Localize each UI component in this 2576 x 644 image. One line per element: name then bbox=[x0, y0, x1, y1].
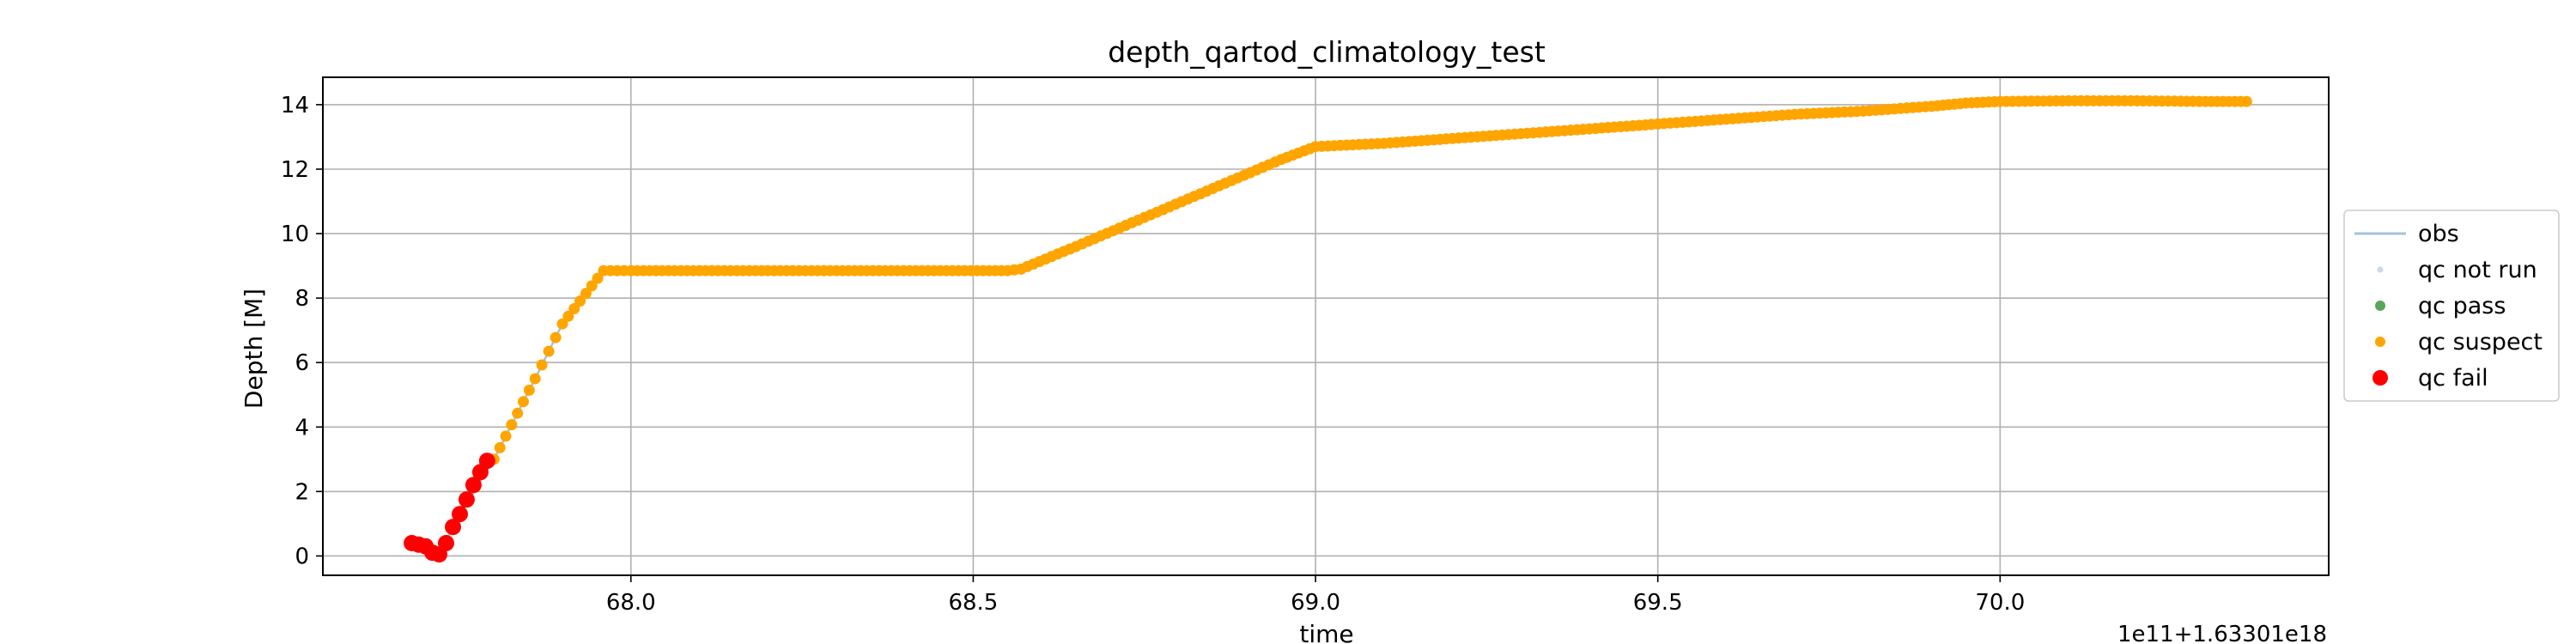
data-point bbox=[586, 280, 598, 292]
x-axis-label: time bbox=[1299, 620, 1353, 644]
legend-item: obs bbox=[2354, 221, 2459, 247]
y-tick-label: 6 bbox=[295, 350, 309, 376]
grid-layer bbox=[323, 77, 2329, 575]
data-point bbox=[543, 345, 555, 357]
data-point bbox=[445, 519, 461, 536]
data-point bbox=[568, 303, 580, 314]
x-axis-offset-label: 1e11+1.63301e18 bbox=[2117, 622, 2327, 644]
data-point bbox=[518, 396, 529, 408]
data-point bbox=[580, 288, 592, 300]
data-point bbox=[500, 430, 512, 442]
data-point bbox=[592, 272, 604, 284]
legend-label: qc pass bbox=[2418, 293, 2506, 319]
x-tick-label: 70.0 bbox=[1975, 590, 2025, 616]
series-qc-fail bbox=[404, 453, 495, 563]
legend-item: qc pass bbox=[2375, 293, 2506, 319]
legend-item: qc not run bbox=[2377, 257, 2537, 283]
y-tick-label: 2 bbox=[295, 479, 309, 505]
legend-label: obs bbox=[2418, 221, 2459, 247]
legend-item: qc suspect bbox=[2375, 329, 2543, 355]
x-tick-label: 68.5 bbox=[948, 590, 998, 616]
x-tick-label: 68.0 bbox=[606, 590, 656, 616]
plot-frame bbox=[322, 76, 2330, 576]
data-point bbox=[494, 441, 506, 453]
data-point bbox=[574, 295, 586, 307]
y-tick-label: 10 bbox=[281, 222, 309, 247]
data-point bbox=[512, 407, 524, 419]
data-point bbox=[536, 359, 548, 371]
legend-label: qc not run bbox=[2418, 257, 2537, 283]
data-point bbox=[2240, 95, 2252, 107]
legend-box bbox=[2343, 210, 2560, 402]
x-tick-label: 69.5 bbox=[1633, 590, 1683, 616]
data-point bbox=[529, 373, 541, 385]
y-axis-label: Depth [M] bbox=[240, 289, 268, 409]
series-qc-suspect bbox=[488, 94, 2252, 465]
data-point bbox=[438, 535, 454, 551]
x-tick-label: 69.0 bbox=[1291, 590, 1340, 616]
y-tick-label: 14 bbox=[281, 93, 309, 118]
data-point bbox=[550, 331, 562, 343]
data-point bbox=[506, 419, 518, 431]
points-layer bbox=[404, 94, 2252, 563]
y-tick-label: 0 bbox=[295, 544, 309, 569]
data-point bbox=[556, 318, 568, 330]
legend-label: qc suspect bbox=[2418, 329, 2543, 355]
data-point bbox=[452, 506, 468, 523]
legend: obs qc not run qc pass qc suspect qc fail bbox=[2343, 210, 2560, 402]
legend-swatch-marker bbox=[2372, 370, 2388, 386]
data-point bbox=[478, 453, 495, 470]
legend-swatch-marker bbox=[2375, 301, 2385, 311]
chart-title: depth_qartod_climatology_test bbox=[1108, 35, 1546, 69]
legend-swatch-marker bbox=[2375, 337, 2385, 347]
y-axis-ticks: 0 2 4 6 8 10 12 14 bbox=[281, 93, 323, 569]
y-tick-label: 12 bbox=[281, 157, 309, 183]
legend-item: qc fail bbox=[2372, 365, 2488, 392]
data-point bbox=[458, 491, 475, 508]
data-point bbox=[562, 310, 574, 322]
data-point bbox=[465, 477, 482, 494]
data-point bbox=[523, 384, 535, 396]
x-axis-ticks: 68.0 68.5 69.0 69.5 70.0 bbox=[606, 575, 2025, 616]
legend-label: qc fail bbox=[2418, 365, 2488, 392]
y-tick-label: 4 bbox=[295, 415, 309, 440]
y-tick-label: 8 bbox=[295, 286, 309, 312]
legend-swatch-marker bbox=[2377, 266, 2384, 273]
